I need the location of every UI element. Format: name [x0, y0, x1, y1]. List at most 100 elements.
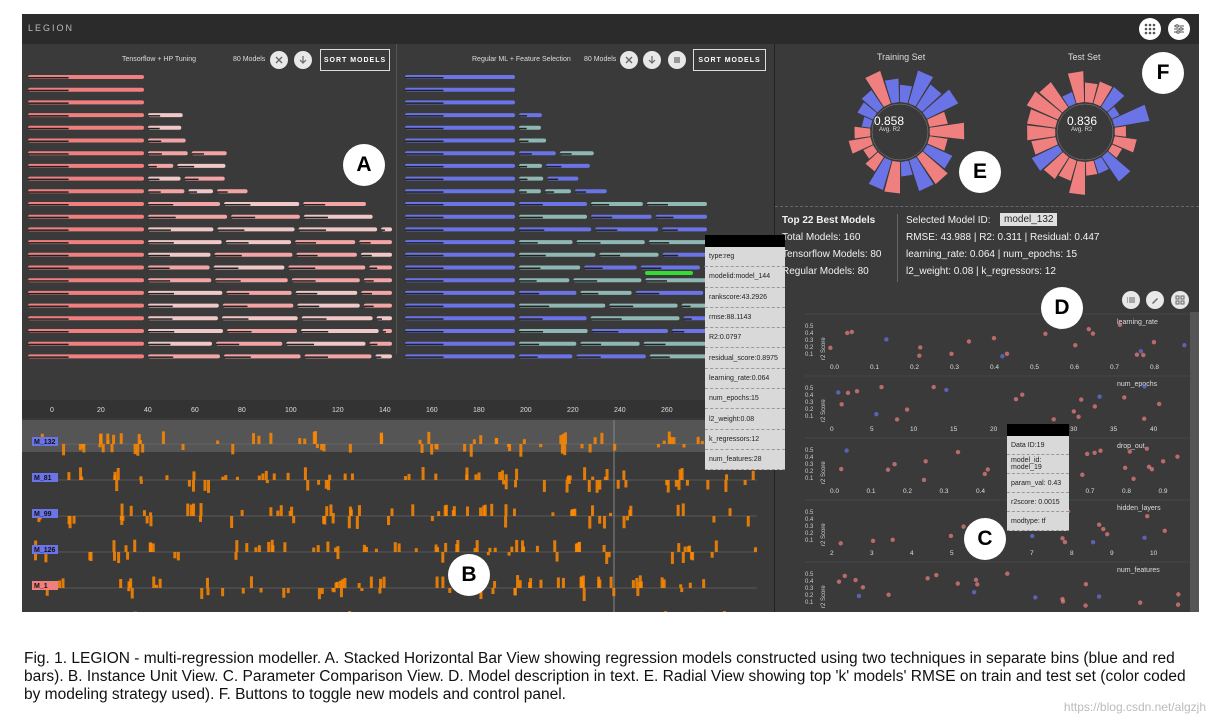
instance-unit-bar	[312, 547, 316, 552]
instance-unit-bar	[539, 579, 543, 588]
selected-model-id[interactable]: model_132	[1000, 213, 1058, 226]
instance-unit-bar	[313, 431, 317, 444]
instance-unit-bar	[249, 576, 253, 588]
selected-model-label: Selected Model ID:	[906, 215, 991, 226]
param-point	[885, 467, 891, 472]
close-icon	[275, 56, 283, 64]
left-remove-button[interactable]	[270, 51, 288, 69]
param-x-tick: 30	[1070, 426, 1078, 433]
instance-unit-bar	[404, 476, 408, 480]
param-point	[1051, 417, 1056, 422]
bar-residual	[405, 102, 444, 104]
param-x-tick: 0.3	[950, 364, 959, 371]
instance-unit-bar	[264, 470, 268, 480]
bar-residual	[221, 318, 249, 320]
right-sort-models-button[interactable]: SORT MODELS	[693, 49, 766, 71]
instance-axis-tick: 260	[661, 407, 673, 414]
top-bar: LEGION	[22, 14, 1199, 44]
param-point	[1141, 416, 1147, 421]
instance-unit-bar	[539, 444, 543, 448]
instance-unit-bar	[129, 505, 133, 516]
bar-residual	[405, 89, 444, 92]
instance-unit-bar	[112, 434, 116, 444]
radial-inner-ring	[1056, 103, 1114, 161]
instance-unit-bar	[437, 511, 441, 516]
param-point	[1144, 446, 1150, 451]
param-y-tick: 0.3	[805, 462, 814, 468]
bar-residual	[559, 153, 572, 155]
instance-unit-bar	[573, 508, 577, 516]
bar-residual	[584, 267, 603, 269]
tooltip-field: param_val: 0.43	[1007, 474, 1069, 493]
instance-unit-bar	[269, 432, 273, 444]
param-point	[1097, 394, 1102, 399]
param-point	[1076, 414, 1081, 419]
param-x-tick: 0.7	[1086, 488, 1095, 495]
instance-unit-bar	[360, 588, 364, 592]
instance-unit-bar	[331, 516, 335, 524]
bar-residual	[28, 356, 69, 358]
instance-unit-bar	[613, 444, 617, 451]
instance-unit-bar	[45, 588, 49, 596]
left-sort-models-button[interactable]: SORT MODELS	[320, 49, 390, 71]
bar-residual	[519, 242, 538, 244]
instance-unit-bar	[414, 548, 418, 552]
instance-unit-bar	[513, 588, 517, 596]
bar-residual	[519, 140, 529, 142]
instance-unit-bar	[269, 507, 273, 516]
instance-unit-bar	[660, 577, 664, 588]
instance-unit-bar	[137, 433, 141, 444]
edit-button[interactable]	[1146, 291, 1164, 309]
param-point	[884, 337, 889, 342]
radial-bar	[868, 157, 892, 190]
tooltip-field: rankscore:43.2926	[705, 288, 785, 308]
bar-residual	[148, 292, 175, 295]
param-point	[1090, 540, 1096, 545]
param-x-tick: 7	[1030, 550, 1034, 557]
param-tooltip: Data ID:19 model_id: model_19 param_val: 0…	[1007, 424, 1069, 531]
grid-menu-button[interactable]	[1139, 18, 1161, 40]
bar-residual	[227, 331, 252, 333]
control-panel-button[interactable]	[1168, 18, 1190, 40]
instance-unit-bar	[598, 516, 602, 524]
bar-residual	[591, 331, 619, 333]
param-scrollbar[interactable]	[1190, 312, 1199, 612]
instance-unit-bar	[343, 473, 347, 480]
left-download-button[interactable]	[294, 51, 312, 69]
param-y-tick: 0.3	[805, 524, 814, 530]
instance-unit-bar	[418, 439, 422, 444]
instance-axis-tick: 80	[238, 407, 246, 414]
right-download-button[interactable]	[643, 51, 661, 69]
instance-unit-bar	[139, 480, 143, 484]
param-point	[966, 339, 972, 344]
bar-residual	[519, 318, 543, 320]
instance-unit-bar	[141, 444, 145, 453]
view-list-button[interactable]	[1122, 291, 1140, 309]
instance-unit-bar	[79, 467, 83, 480]
grid-icon	[1175, 295, 1185, 305]
instance-unit-bar	[106, 433, 110, 444]
right-remove-button[interactable]	[620, 51, 638, 69]
grid-view-button[interactable]	[1171, 291, 1189, 309]
instance-unit-bar	[231, 444, 235, 455]
bar-residual	[148, 318, 173, 320]
instance-unit-bar	[486, 552, 490, 556]
instance-unit-bar	[347, 516, 351, 529]
instance-unit-bar	[44, 552, 48, 563]
callout-a: A	[343, 144, 385, 186]
right-panel-title: Regular ML + Feature Selection	[472, 56, 571, 63]
instance-axis-tick: 220	[567, 407, 579, 414]
instance-unit-bar	[191, 480, 195, 492]
instance-unit-bar	[200, 588, 204, 599]
param-x-tick: 0.4	[976, 488, 985, 495]
param-point	[1083, 582, 1089, 587]
instance-unit-bar	[722, 611, 726, 612]
sliders-icon	[1174, 24, 1184, 34]
right-list-button[interactable]	[668, 51, 686, 69]
bar-residual	[519, 292, 540, 295]
param-y-tick: 0.1	[805, 352, 814, 358]
param-point	[1122, 465, 1128, 470]
param-point	[1000, 354, 1005, 359]
instance-unit-bar	[393, 542, 397, 552]
